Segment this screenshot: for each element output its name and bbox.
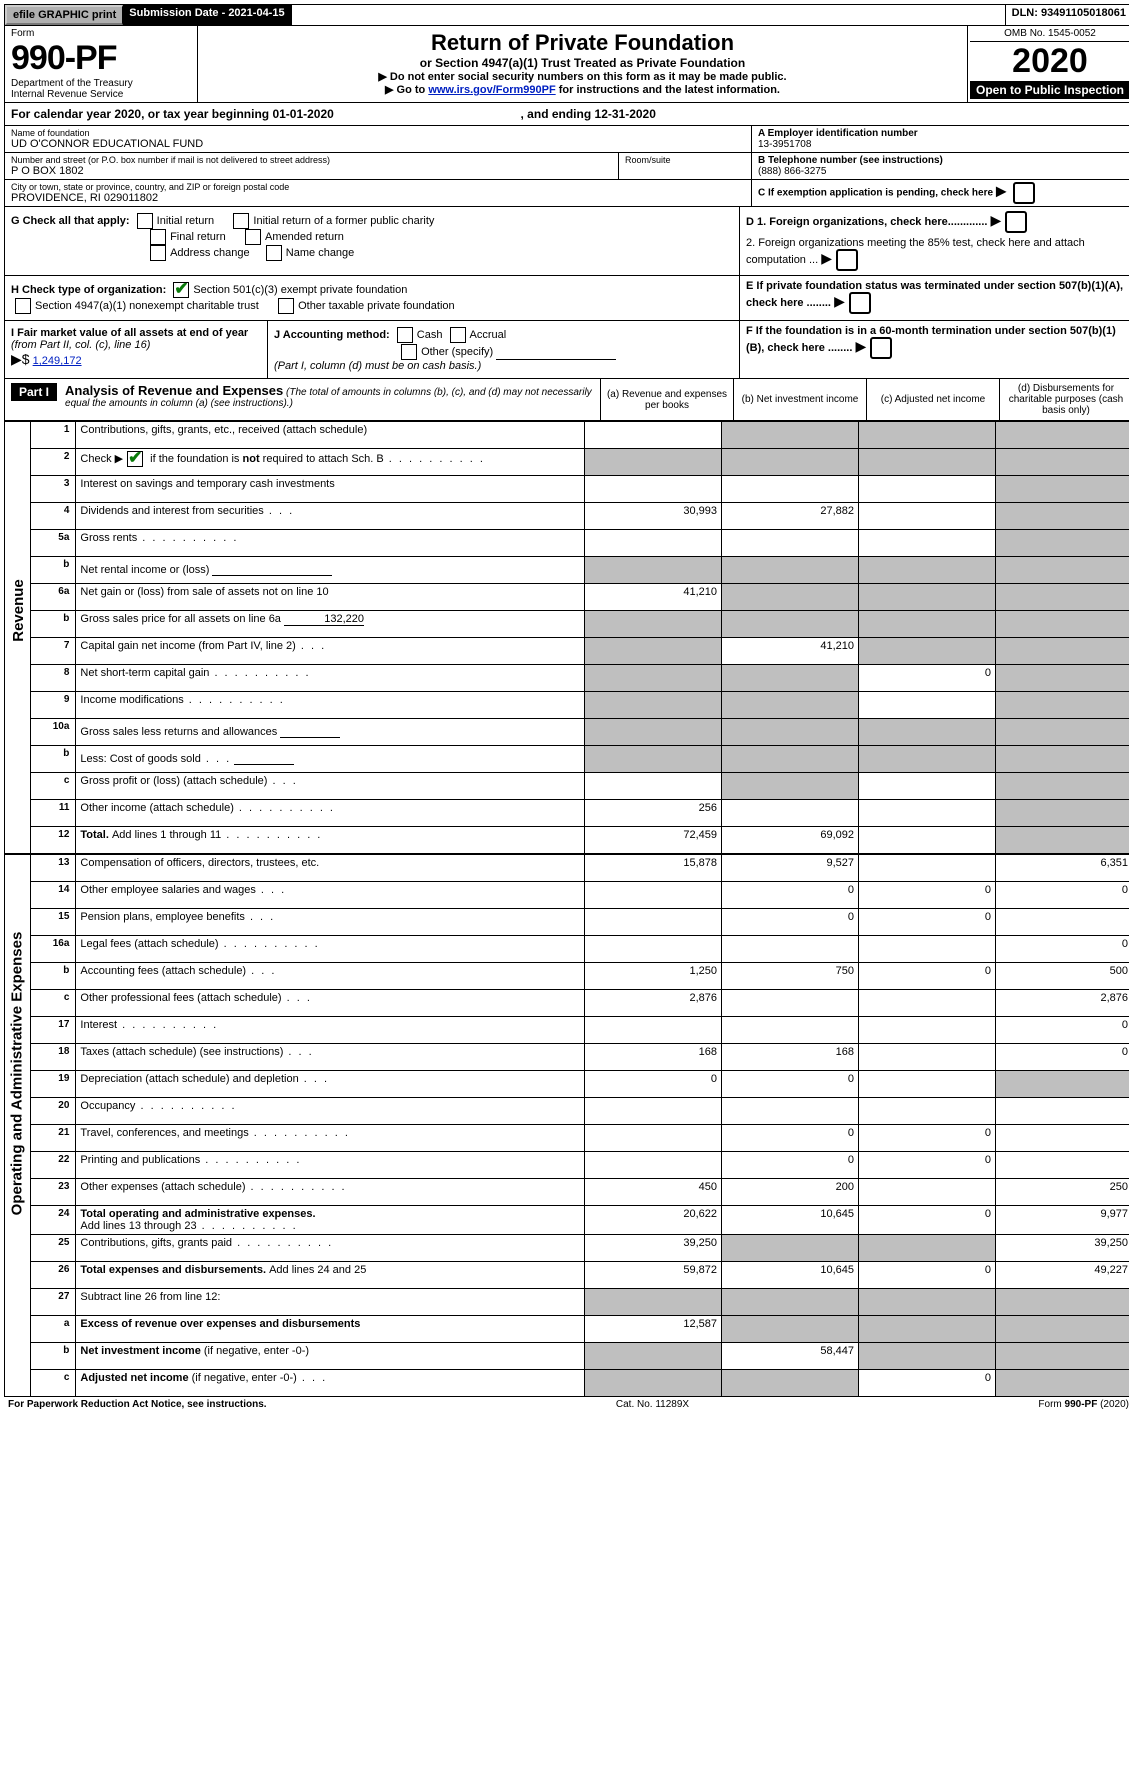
i-label: I Fair market value of all assets at end… (11, 327, 248, 339)
part1-tag: Part I (11, 383, 57, 401)
cat-number: Cat. No. 11289X (616, 1399, 689, 1410)
fmv-link[interactable]: 1,249,172 (33, 355, 82, 367)
form-subtitle: or Section 4947(a)(1) Trust Treated as P… (202, 56, 963, 70)
col-c-header: (c) Adjusted net income (866, 379, 999, 420)
goto-note: ▶ Go to www.irs.gov/Form990PF for instru… (202, 83, 963, 96)
analysis-table-wrap: Revenue 1Contributions, gifts, grants, e… (4, 421, 1129, 854)
name-label: Name of foundation (11, 128, 745, 138)
part1-header-row: Part I Analysis of Revenue and Expenses … (4, 379, 1129, 421)
top-bar: efile GRAPHIC print Submission Date - 20… (4, 4, 1129, 26)
phone-value: (888) 866-3275 (758, 166, 1126, 177)
city-label: City or town, state or province, country… (11, 182, 745, 192)
d1-label: D 1. Foreign organizations, check here..… (746, 216, 987, 228)
g-label: G Check all that apply: (11, 215, 130, 227)
city-value: PROVIDENCE, RI 029011802 (11, 192, 745, 204)
ein-label: A Employer identification number (758, 128, 1126, 139)
exemption-checkbox[interactable] (1013, 182, 1035, 204)
chk-name-change[interactable] (266, 245, 282, 261)
chk-501c3[interactable] (173, 282, 189, 298)
irs-label: Internal Revenue Service (11, 89, 191, 100)
j-note: (Part I, column (d) must be on cash basi… (274, 360, 481, 372)
paperwork-notice: For Paperwork Reduction Act Notice, see … (8, 1399, 267, 1410)
dept-treasury: Department of the Treasury (11, 78, 191, 89)
efile-print-button[interactable]: efile GRAPHIC print (5, 5, 123, 25)
e-label: E If private foundation status was termi… (746, 280, 1123, 309)
chk-other-method[interactable] (401, 344, 417, 360)
part1-title: Analysis of Revenue and Expenses (65, 383, 283, 398)
section-g-row: G Check all that apply: Initial return I… (4, 207, 1129, 276)
section-h-row: H Check type of organization: Section 50… (4, 276, 1129, 321)
phone-label: B Telephone number (see instructions) (758, 155, 1126, 166)
f-label: F If the foundation is in a 60-month ter… (746, 325, 1116, 354)
ein-value: 13-3951708 (758, 139, 1126, 150)
chk-addr-change[interactable] (150, 245, 166, 261)
submission-date: Submission Date - 2021-04-15 (123, 5, 291, 25)
chk-cash[interactable] (397, 327, 413, 343)
revenue-side-label: Revenue (4, 421, 30, 854)
form-number: 990-PF (11, 39, 191, 78)
chk-initial-return[interactable] (137, 213, 153, 229)
form-footer: Form 990-PF (2020) (1038, 1399, 1129, 1410)
chk-sch-b[interactable] (127, 451, 143, 467)
dln: DLN: 93491105018061 (1006, 5, 1129, 25)
irs-link[interactable]: www.irs.gov/Form990PF (428, 84, 555, 96)
ssn-warning: ▶ Do not enter social security numbers o… (202, 70, 963, 83)
j-label: J Accounting method: (274, 329, 390, 341)
foundation-name: UD O'CONNOR EDUCATIONAL FUND (11, 138, 745, 150)
form-title: Return of Private Foundation (202, 30, 963, 56)
expenses-table-wrap: Operating and Administrative Expenses 13… (4, 854, 1129, 1397)
d2-checkbox[interactable] (836, 249, 858, 271)
e-checkbox[interactable] (849, 292, 871, 314)
expenses-side-label: Operating and Administrative Expenses (4, 854, 30, 1397)
chk-4947[interactable] (15, 298, 31, 314)
d2-label: 2. Foreign organizations meeting the 85%… (746, 237, 1085, 266)
room-label: Room/suite (625, 155, 745, 165)
col-a-header: (a) Revenue and expenses per books (600, 379, 733, 420)
section-ij-row: I Fair market value of all assets at end… (4, 321, 1129, 379)
omb-number: OMB No. 1545-0052 (970, 28, 1129, 42)
address-label: Number and street (or P.O. box number if… (11, 155, 612, 165)
expenses-table: 13Compensation of officers, directors, t… (30, 854, 1129, 1397)
d1-checkbox[interactable] (1005, 211, 1027, 233)
form-header: Form 990-PF Department of the Treasury I… (4, 26, 1129, 103)
chk-final-return[interactable] (150, 229, 166, 245)
h-label: H Check type of organization: (11, 284, 166, 296)
form-word: Form (11, 28, 191, 39)
entity-block: Name of foundation UD O'CONNOR EDUCATION… (4, 126, 1129, 207)
col-b-header: (b) Net investment income (733, 379, 866, 420)
col-d-header: (d) Disbursements for charitable purpose… (999, 379, 1129, 420)
chk-other-taxable[interactable] (278, 298, 294, 314)
calendar-year-row: For calendar year 2020, or tax year begi… (4, 103, 1129, 126)
page-footer: For Paperwork Reduction Act Notice, see … (4, 1397, 1129, 1412)
revenue-table: 1Contributions, gifts, grants, etc., rec… (30, 421, 1129, 854)
chk-amended[interactable] (245, 229, 261, 245)
chk-accrual[interactable] (450, 327, 466, 343)
open-public-badge: Open to Public Inspection (970, 81, 1129, 99)
f-checkbox[interactable] (870, 337, 892, 359)
exemption-label: C If exemption application is pending, c… (758, 188, 993, 199)
address-value: P O BOX 1802 (11, 165, 612, 177)
tax-year: 2020 (970, 42, 1129, 81)
chk-initial-former[interactable] (233, 213, 249, 229)
